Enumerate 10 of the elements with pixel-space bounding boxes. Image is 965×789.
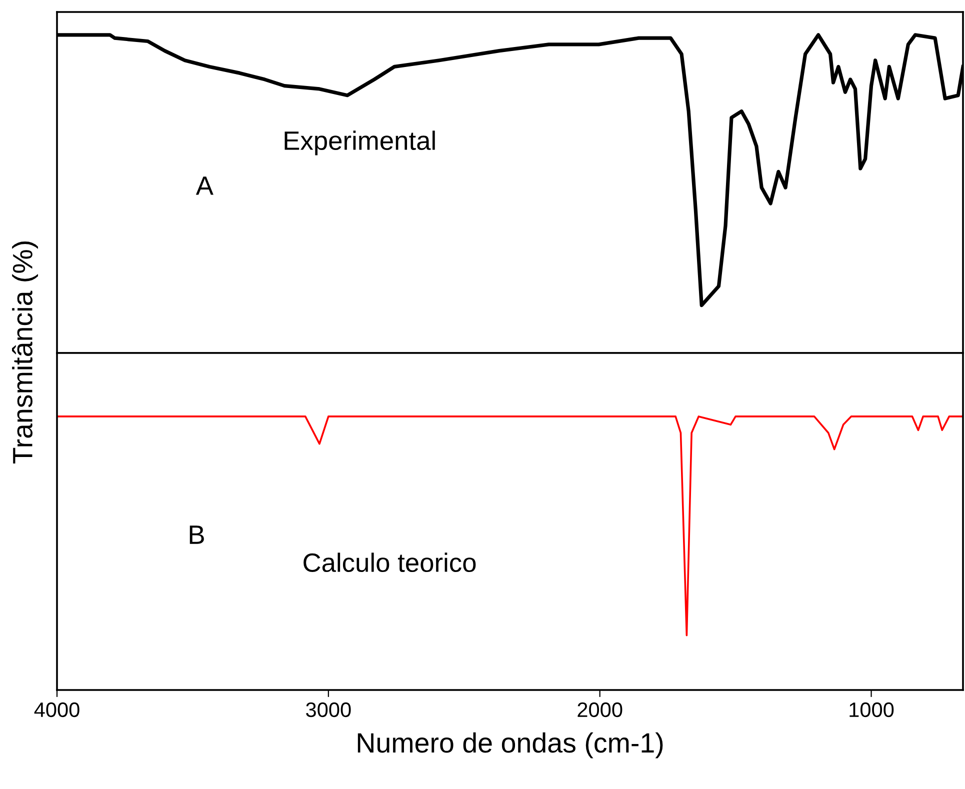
annotation: B — [190, 526, 204, 544]
y-axis-title: Transmitância (%) — [12, 242, 38, 464]
x-tick-label: 2000 — [578, 702, 622, 718]
annotation: A — [196, 176, 214, 195]
annotation: Experimental — [284, 130, 435, 156]
x-axis-title: Numero de ondas (cm-1) — [358, 732, 663, 758]
annotation: Calculo teorico — [304, 552, 476, 572]
x-tick-label: 4000 — [34, 702, 80, 718]
x-tick-label: 1000 — [850, 702, 894, 718]
x-tick-label: 3000 — [306, 702, 351, 718]
